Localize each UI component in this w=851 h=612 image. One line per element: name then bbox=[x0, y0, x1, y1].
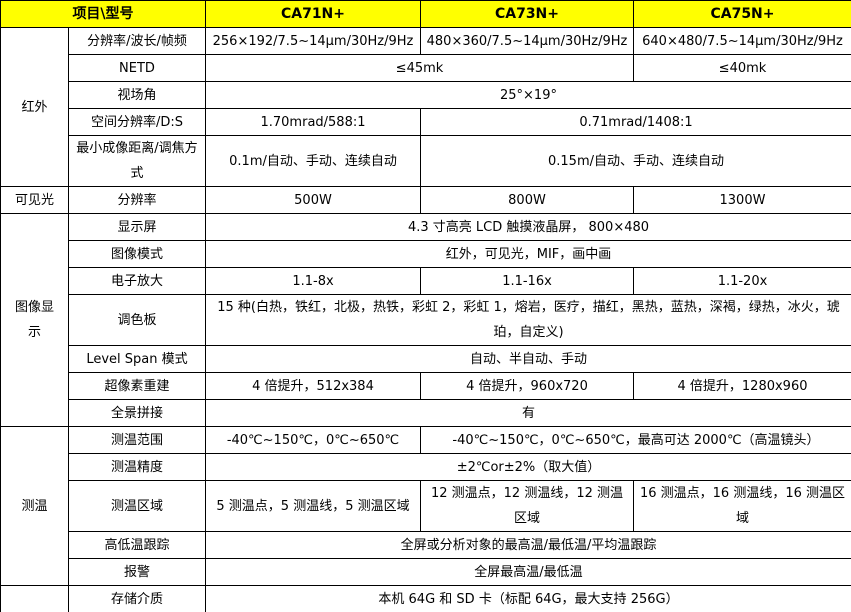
param-label-cell: 图像模式 bbox=[68, 240, 206, 268]
value-cell: 4 倍提升，1280x960 bbox=[633, 372, 851, 400]
param-label-cell: 分辨率/波长/帧频 bbox=[68, 27, 206, 55]
value-cell: 1.1-16x bbox=[420, 267, 634, 295]
table-row: 调色板 15 种(白热，铁红，北极，热铁，彩虹 2，彩虹 1，熔岩，医疗，描红，黑… bbox=[1, 294, 851, 346]
value-cell: 1.70mrad/588:1 bbox=[205, 108, 421, 136]
param-label-cell: 测温范围 bbox=[68, 426, 206, 454]
value-cell: 500W bbox=[205, 186, 421, 214]
table-row: 高低温跟踪 全屏或分析对象的最高温/最低温/平均温跟踪 bbox=[1, 531, 851, 559]
table-row: 报警 全屏最高温/最低温 bbox=[1, 558, 851, 586]
value-cell: 16 测温点，16 测温线，16 测温区域 bbox=[633, 480, 851, 532]
value-cell: 15 种(白热，铁红，北极，热铁，彩虹 2，彩虹 1，熔岩，医疗，描红，黑热，蓝… bbox=[205, 294, 851, 346]
value-cell: 1300W bbox=[633, 186, 851, 214]
row-group-label: 红外 bbox=[0, 27, 69, 187]
param-label-cell: Level Span 模式 bbox=[68, 345, 206, 373]
param-label-cell: 电子放大 bbox=[68, 267, 206, 295]
param-label-cell: 显示屏 bbox=[68, 213, 206, 241]
table-row: 最小成像距离/调焦方式 0.1m/自动、手动、连续自动 0.15m/自动、手动、连续… bbox=[1, 135, 851, 187]
value-cell: 自动、半自动、手动 bbox=[205, 345, 851, 373]
table-row: Level Span 模式 自动、半自动、手动 bbox=[1, 345, 851, 373]
row-group-label: 图像显示 bbox=[0, 213, 69, 427]
value-cell: 0.1m/自动、手动、连续自动 bbox=[205, 135, 421, 187]
value-cell: 有 bbox=[205, 399, 851, 427]
param-label-cell: 空间分辨率/D:S bbox=[68, 108, 206, 136]
value-cell: ±2℃or±2%（取大值） bbox=[205, 453, 851, 481]
header-row: 项目\型号 CA71N+ CA73N+ CA75N+ bbox=[0, 0, 851, 28]
table-row: NETD ≤45mk ≤40mk bbox=[1, 54, 851, 82]
row-group-label: 可见光 bbox=[0, 186, 69, 214]
param-label-cell: NETD bbox=[68, 54, 206, 82]
value-cell: 全屏最高温/最低温 bbox=[205, 558, 851, 586]
table-row: 测温区域 5 测温点，5 测温线，5 测温区域 12 测温点，12 测温线，12 测… bbox=[1, 480, 851, 532]
param-label-cell: 视场角 bbox=[68, 81, 206, 109]
row-group-label: 测温 bbox=[0, 426, 69, 586]
row-group-label bbox=[0, 585, 69, 612]
param-label-cell: 测温精度 bbox=[68, 453, 206, 481]
table-row: 存储介质 本机 64G 和 SD 卡（标配 64G，最大支持 256G） bbox=[0, 585, 851, 612]
param-label-cell: 存储介质 bbox=[68, 585, 206, 612]
value-cell: 480×360/7.5~14μm/30Hz/9Hz bbox=[420, 27, 634, 55]
value-cell: 256×192/7.5~14μm/30Hz/9Hz bbox=[205, 27, 421, 55]
value-cell: 12 测温点，12 测温线，12 测温区域 bbox=[420, 480, 634, 532]
value-cell: ≤40mk bbox=[633, 54, 851, 82]
param-label-cell: 测温区域 bbox=[68, 480, 206, 532]
table-row: 全景拼接有 bbox=[1, 399, 851, 427]
param-label-cell: 分辨率 bbox=[68, 186, 206, 214]
value-cell: 640×480/7.5~14μm/30Hz/9Hz bbox=[633, 27, 851, 55]
table-row: 可见光 分辨率 500W 800W 1300W bbox=[0, 186, 851, 214]
value-cell: -40℃~150℃，0℃~650℃，最高可达 2000℃（高温镜头） bbox=[420, 426, 851, 454]
header-model-ca73n-cell: CA73N+ bbox=[420, 0, 634, 28]
value-cell: 0.15m/自动、手动、连续自动 bbox=[420, 135, 851, 187]
value-cell: 800W bbox=[420, 186, 634, 214]
table-row: 电子放大 1.1-8x 1.1-16x 1.1-20x bbox=[1, 267, 851, 295]
value-cell: 4 倍提升，512x384 bbox=[205, 372, 421, 400]
table-row: 图像模式 红外，可见光，MIF，画中画 bbox=[1, 240, 851, 268]
value-cell: 红外，可见光，MIF，画中画 bbox=[205, 240, 851, 268]
table-row: 测温精度 ±2℃or±2%（取大值） bbox=[1, 453, 851, 481]
value-cell: 4 倍提升，960x720 bbox=[420, 372, 634, 400]
param-label-cell: 高低温跟踪 bbox=[68, 531, 206, 559]
param-label-cell: 全景拼接 bbox=[68, 399, 206, 427]
value-cell: ≤45mk bbox=[205, 54, 634, 82]
value-cell: 0.71mrad/1408:1 bbox=[420, 108, 851, 136]
value-cell: 全屏或分析对象的最高温/最低温/平均温跟踪 bbox=[205, 531, 851, 559]
value-cell: 本机 64G 和 SD 卡（标配 64G，最大支持 256G） bbox=[205, 585, 851, 612]
header-model-ca75n-cell: CA75N+ bbox=[633, 0, 851, 28]
value-cell: 1.1-8x bbox=[205, 267, 421, 295]
value-cell: -40℃~150℃，0℃~650℃ bbox=[205, 426, 421, 454]
value-cell: 25°×19° bbox=[205, 81, 851, 109]
spec-table-body: 红外 分辨率/波长/帧频 256×192/7.5~14μm/30Hz/9Hz 480×… bbox=[0, 27, 851, 612]
table-row: 红外 分辨率/波长/帧频 256×192/7.5~14μm/30Hz/9Hz 480×… bbox=[0, 27, 851, 187]
table-row: 空间分辨率/D:S 1.70mrad/588:1 0.71mrad/1408:1 bbox=[1, 108, 851, 136]
header-project-model-cell: 项目\型号 bbox=[0, 0, 206, 28]
table-row: 超像素重建 4 倍提升，512x384 4 倍提升，960x720 4 倍提升，128… bbox=[1, 372, 851, 400]
param-label-cell: 报警 bbox=[68, 558, 206, 586]
param-label-cell: 调色板 bbox=[68, 294, 206, 346]
value-cell: 1.1-20x bbox=[633, 267, 851, 295]
table-row: 测温 测温范围 -40℃~150℃，0℃~650℃ -40℃~150℃，0℃~650℃… bbox=[0, 426, 851, 586]
table-row: 图像显示 显示屏 4.3 寸高亮 LCD 触摸液晶屏， 800×480 bbox=[0, 213, 851, 427]
header-model-ca71n-cell: CA71N+ bbox=[205, 0, 421, 28]
table-row: 视场角 25°×19° bbox=[1, 81, 851, 109]
value-cell: 5 测温点，5 测温线，5 测温区域 bbox=[205, 480, 421, 532]
value-cell: 4.3 寸高亮 LCD 触摸液晶屏， 800×480 bbox=[205, 213, 851, 241]
param-label-cell: 超像素重建 bbox=[68, 372, 206, 400]
param-label-cell: 最小成像距离/调焦方式 bbox=[68, 135, 206, 187]
